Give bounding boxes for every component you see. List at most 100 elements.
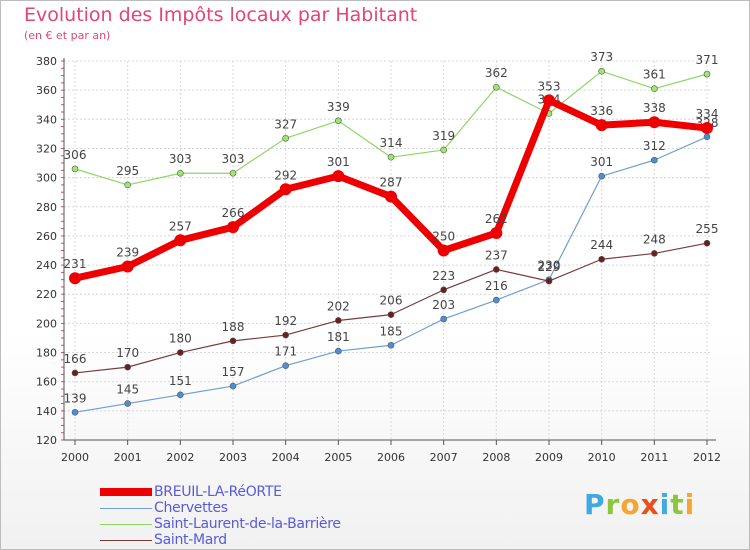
data-point	[335, 117, 342, 125]
data-point	[124, 363, 131, 371]
data-label: 262	[485, 212, 508, 226]
data-point	[651, 250, 658, 257]
data-label: 171	[274, 345, 297, 359]
legend-item-breuil[interactable]: BREUIL-LA-RéORTE	[100, 484, 480, 500]
x-tick-label: 2006	[377, 451, 405, 464]
logo-letter: o	[620, 488, 641, 521]
legend-label: Saint-Laurent-de-la-Barrière	[154, 516, 341, 532]
data-label: 206	[380, 294, 403, 308]
y-tick-label: 220	[36, 288, 57, 301]
data-label: 312	[643, 139, 666, 153]
data-label: 327	[274, 117, 297, 131]
data-label: 339	[327, 100, 350, 114]
proxiti-logo: Proxiti	[584, 488, 695, 521]
data-point	[701, 122, 713, 135]
data-label: 301	[590, 155, 613, 169]
x-tick-label: 2011	[640, 451, 668, 464]
data-point	[69, 272, 81, 285]
data-point	[598, 255, 605, 263]
data-point	[71, 369, 79, 377]
y-tick-label: 300	[36, 172, 57, 185]
data-point	[440, 146, 447, 154]
data-label: 229	[538, 260, 561, 274]
data-label: 185	[380, 324, 403, 338]
y-tick-label: 180	[36, 347, 57, 360]
legend-swatch	[100, 507, 152, 509]
data-point	[121, 260, 134, 273]
x-tick-label: 2002	[166, 451, 194, 464]
x-tick-label: 2000	[61, 451, 89, 464]
y-tick-label: 160	[36, 376, 57, 389]
y-tick-label: 380	[36, 55, 57, 68]
data-point	[387, 311, 395, 318]
y-tick-label: 260	[36, 230, 57, 243]
data-label: 287	[380, 176, 403, 190]
data-point	[282, 331, 289, 339]
data-point	[545, 277, 553, 285]
data-label: 231	[64, 257, 87, 271]
data-label: 237	[485, 248, 508, 262]
data-label: 139	[64, 391, 87, 405]
logo-letter: P	[584, 488, 606, 521]
data-label: 336	[590, 104, 613, 118]
x-tick-label: 2005	[324, 451, 352, 464]
data-point	[282, 134, 289, 142]
legend-item-saint-laurent[interactable]: Saint-Laurent-de-la-Barrière	[100, 516, 480, 532]
data-label: 188	[222, 320, 245, 334]
data-label: 303	[169, 152, 192, 166]
data-point	[177, 169, 184, 177]
data-point	[651, 156, 658, 164]
data-label: 257	[169, 219, 192, 233]
x-tick-label: 2008	[482, 451, 510, 464]
data-label: 255	[696, 222, 719, 236]
data-label: 303	[222, 152, 245, 166]
legend-label: BREUIL-LA-RéORTE	[154, 484, 282, 500]
data-point	[440, 286, 447, 294]
data-point	[703, 133, 711, 141]
data-point	[490, 227, 503, 240]
logo-letter: x	[640, 488, 660, 521]
legend-item-chervettes[interactable]: Chervettes	[100, 500, 480, 516]
data-label: 145	[116, 383, 139, 397]
data-point	[703, 239, 711, 247]
legend-swatch	[100, 539, 152, 541]
legend-label: Chervettes	[154, 500, 228, 516]
x-tick-label: 2009	[535, 451, 563, 464]
x-tick-label: 2010	[588, 451, 616, 464]
data-label: 292	[274, 168, 297, 182]
legend-swatch	[100, 488, 152, 496]
data-point	[332, 170, 345, 183]
data-label: 361	[643, 68, 666, 82]
x-tick-label: 2012	[693, 451, 721, 464]
y-tick-label: 280	[36, 201, 57, 214]
x-tick-label: 2003	[219, 451, 247, 464]
data-point	[335, 317, 342, 324]
data-point	[648, 116, 661, 129]
data-point	[279, 183, 292, 196]
y-tick-label: 340	[36, 113, 57, 126]
data-label: 203	[432, 298, 455, 312]
logo-letter: r	[605, 488, 621, 521]
data-label: 181	[327, 330, 350, 344]
data-point	[229, 337, 237, 345]
data-label: 334	[696, 107, 719, 121]
data-point	[387, 153, 395, 161]
data-label: 166	[64, 352, 87, 366]
chart-subtitle: (en € et par an)	[24, 29, 111, 42]
data-label: 170	[116, 346, 139, 360]
data-point	[543, 94, 555, 107]
x-tick-label: 2001	[114, 451, 142, 464]
data-label: 371	[696, 53, 719, 67]
data-point	[174, 234, 187, 247]
data-label: 362	[485, 66, 508, 80]
chart-title: Evolution des Impôts locaux par Habitant	[24, 4, 418, 26]
data-point	[71, 409, 79, 416]
logo-letter: t	[670, 488, 685, 521]
data-point	[282, 362, 289, 369]
legend-item-saint-mard[interactable]: Saint-Mard	[100, 532, 480, 548]
data-point	[437, 244, 450, 257]
data-point	[71, 165, 79, 173]
data-point	[229, 169, 237, 177]
data-label: 373	[590, 50, 613, 64]
